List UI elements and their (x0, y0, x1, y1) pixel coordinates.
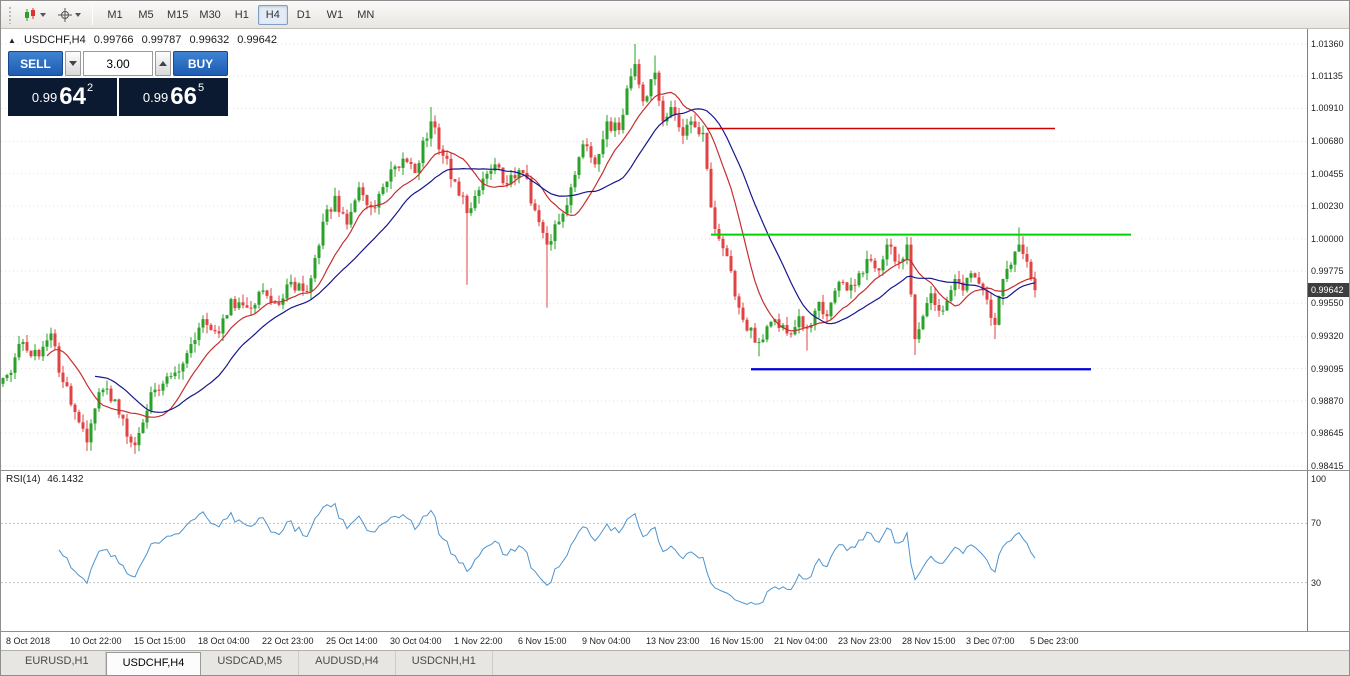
timeframe-toolbar: M1 M5 M15 M30 H1 H4 D1 W1 MN (100, 4, 381, 25)
timeframe-m1[interactable]: M1 (107, 8, 123, 21)
buy-button[interactable]: BUY (173, 51, 228, 76)
chart-tab-bar: EURUSD,H1 USDCHF,H4 USDCAD,M5 AUDUSD,H4 USDC… (1, 650, 1349, 675)
price-tick: 1.00000 (1311, 233, 1344, 244)
time-label: 10 Oct 22:00 (70, 636, 122, 646)
time-axis[interactable]: 8 Oct 2018 10 Oct 22:00 15 Oct 15:00 18 Oct… (1, 632, 1349, 650)
rsi-name-label: RSI(14) (6, 474, 41, 485)
timeframe-m5[interactable]: M5 (138, 8, 154, 21)
toolbar-separator (92, 4, 93, 25)
price-tick: 0.98415 (1311, 461, 1344, 471)
time-label: 8 Oct 2018 (6, 636, 51, 646)
main-chart-panel[interactable]: ▲ USDCHF,H4 0.99766 0.99787 0.99632 0.99… (1, 29, 1349, 471)
tab-usdchf-h4[interactable]: USDCHF,H4 (105, 652, 202, 675)
toolbar-grip[interactable] (8, 5, 12, 24)
price-tick: 1.00455 (1311, 168, 1344, 179)
rsi-readout: RSI(14) 46.1432 (6, 474, 87, 485)
tab-usdcnh-h1[interactable]: USDCNH,H1 (396, 651, 493, 675)
rsi-chart[interactable] (1, 471, 1309, 632)
buy-price-display[interactable]: 0.99 66 5 (119, 78, 228, 116)
price-tick: 1.00230 (1311, 200, 1344, 211)
time-label: 5 Dec 23:00 (1030, 636, 1079, 646)
sell-price-prefix: 0.99 (31, 89, 58, 105)
buy-price-big: 66 (170, 83, 197, 110)
chart-type-button[interactable] (18, 4, 50, 26)
time-label: 15 Oct 15:00 (134, 636, 186, 646)
crosshair-icon (58, 7, 72, 22)
time-label: 23 Nov 23:00 (838, 636, 892, 646)
chevron-down-icon (75, 12, 81, 17)
timeframe-mn[interactable]: MN (357, 8, 375, 21)
price-tick: 0.99095 (1311, 363, 1344, 374)
close-value: 0.99642 (237, 34, 278, 46)
timeframe-h4[interactable]: H4 (257, 4, 288, 25)
time-label: 21 Nov 04:00 (774, 636, 828, 646)
time-label: 6 Nov 15:00 (518, 636, 567, 646)
timeframe-m15[interactable]: M15 (167, 8, 189, 21)
sell-price-big: 64 (59, 83, 86, 110)
low-value: 0.99632 (189, 34, 230, 46)
current-price-badge: 0.99642 (1308, 283, 1349, 298)
time-label: 1 Nov 22:00 (454, 636, 503, 646)
chart-symbol-label: USDCHF,H4 (23, 34, 86, 46)
rsi-tick: 70 (1311, 518, 1322, 529)
sell-price-pipette: 2 (86, 82, 94, 94)
timeframe-h1[interactable]: H1 (234, 8, 249, 21)
time-label: 28 Nov 15:00 (902, 636, 956, 646)
timeframe-toolbar-row: M1 M5 M15 M30 H1 H4 D1 W1 MN (1, 1, 1349, 29)
chevron-down-icon (40, 12, 46, 17)
buy-price-prefix: 0.99 (142, 89, 169, 105)
time-label: 30 Oct 04:00 (390, 636, 442, 646)
sell-price-display[interactable]: 0.99 64 2 (8, 78, 117, 116)
price-tick: 0.99550 (1311, 298, 1344, 309)
open-value: 0.99766 (93, 34, 134, 46)
time-label: 25 Oct 14:00 (326, 636, 378, 646)
price-tick: 0.99320 (1311, 331, 1344, 342)
tab-usdcad-m5[interactable]: USDCAD,M5 (201, 651, 300, 675)
time-label: 3 Dec 07:00 (966, 636, 1015, 646)
price-axis[interactable]: 0.99642 1.01360 1.01135 1.00910 1.00680 1.00… (1307, 29, 1349, 471)
time-label: 18 Oct 04:00 (198, 636, 250, 646)
timeframe-w1[interactable]: W1 (326, 8, 344, 21)
volume-decrease-button[interactable] (65, 51, 81, 76)
volume-increase-button[interactable] (155, 51, 171, 76)
candlestick-chart-icon (25, 7, 35, 21)
timeframe-m30[interactable]: M30 (199, 8, 221, 21)
time-label: 22 Oct 23:00 (262, 636, 314, 646)
ohlc-readout: ▲ USDCHF,H4 0.99766 0.99787 0.99632 0.99… (8, 34, 282, 46)
time-label: 16 Nov 15:00 (710, 636, 764, 646)
tab-eurusd-h1[interactable]: EURUSD,H1 (9, 651, 106, 675)
rsi-tick: 30 (1311, 577, 1322, 588)
price-tick: 1.00680 (1311, 136, 1344, 147)
high-value: 0.99787 (141, 34, 182, 46)
price-tick: 0.99775 (1311, 266, 1344, 277)
time-label: 9 Nov 04:00 (582, 636, 631, 646)
crosshair-button[interactable] (53, 4, 85, 26)
rsi-value: 46.1432 (47, 474, 84, 485)
price-tick: 0.98870 (1311, 395, 1344, 406)
candlestick-chart[interactable] (1, 29, 1309, 471)
tab-audusd-h4[interactable]: AUDUSD,H4 (299, 651, 396, 675)
rsi-tick: 100 (1311, 474, 1327, 484)
timeframe-d1[interactable]: D1 (296, 8, 311, 21)
sell-button[interactable]: SELL (8, 51, 63, 76)
price-tick: 1.01360 (1311, 39, 1344, 49)
buy-price-pipette: 5 (197, 82, 205, 94)
price-tick: 0.98645 (1311, 428, 1344, 439)
one-click-trading-panel: SELL BUY 0.99 64 2 0.99 66 5 (8, 51, 228, 116)
symbol-marker-icon: ▲ (8, 36, 16, 45)
tab-bar-items: EURUSD,H1 USDCHF,H4 USDCAD,M5 AUDUSD,H4 USDC… (9, 651, 493, 675)
price-tick: 1.01135 (1311, 71, 1343, 82)
rsi-axis: 100 70 30 (1307, 471, 1349, 631)
rsi-indicator-panel[interactable]: RSI(14) 46.1432 100 70 30 (1, 471, 1349, 632)
price-tick: 1.00910 (1311, 103, 1344, 114)
volume-input[interactable] (83, 51, 153, 76)
time-label: 13 Nov 23:00 (646, 636, 700, 646)
